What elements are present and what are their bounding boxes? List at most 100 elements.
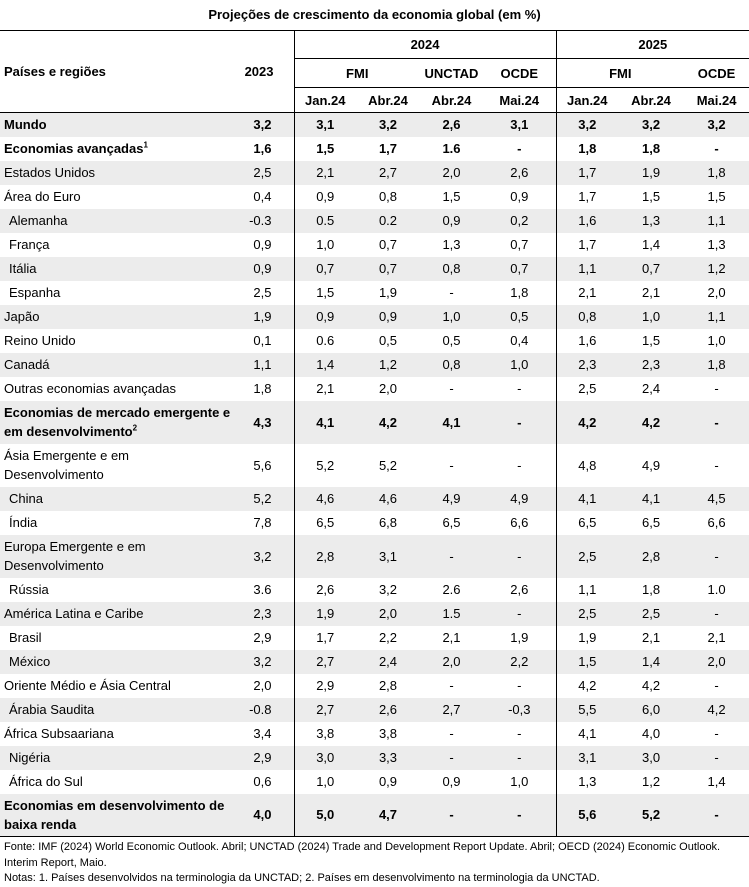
value-cell: 1,6 — [555, 328, 619, 353]
value-cell: 2,6 — [420, 112, 483, 137]
table-row: Reino Unido 0,1 0.6 0,5 0,5 0,4 1,6 1,5 1,0 — [0, 328, 749, 353]
value-cell: 0,9 — [253, 237, 272, 252]
value-cell: 4,0 — [642, 726, 661, 741]
footnote-marker: 1 — [143, 140, 148, 150]
value-cell: 1,7 — [378, 141, 398, 156]
table-row: Oriente Médio e Ásia Central 2,0 2,9 2,8 - - 4… — [0, 673, 749, 698]
value-cell: 1.6 — [442, 141, 461, 156]
value-cell: 0,4 — [510, 333, 529, 348]
value-cell: - — [449, 381, 454, 396]
value-cell: 3,1 — [293, 112, 356, 137]
region-name: Economias em desenvolvimento de baixa re… — [0, 793, 232, 837]
value-cell: 5,2 — [232, 486, 294, 511]
value-cell: 0,9 — [293, 304, 356, 329]
value-cell: 0.2 — [356, 208, 420, 233]
value-cell: 1,4 — [707, 774, 726, 789]
value-cell: 1,7 — [293, 625, 356, 650]
value-cell: 2,1 — [642, 285, 661, 300]
value-cell: - — [517, 141, 522, 156]
region-name: Canadá — [0, 352, 232, 377]
region-name: Mundo — [0, 112, 232, 137]
value-cell: 4,0 — [232, 793, 294, 837]
region-label: Canadá — [4, 357, 50, 372]
value-cell: 1,2 — [684, 256, 749, 281]
date-col-header: Mai.24 — [696, 92, 737, 108]
value-cell: 5,2 — [378, 457, 398, 473]
value-cell: 1,2 — [356, 352, 420, 377]
region-label: Economias avançadas — [4, 141, 144, 156]
table-row: América Latina e Caribe 2,3 1,9 2,0 1.5-2,5 2… — [0, 601, 749, 626]
value-cell: 4,1 — [555, 486, 619, 511]
value-cell: 3,8 — [378, 726, 398, 741]
value-cell: -0.8 — [232, 697, 294, 722]
region-label: Árabia Saudita — [9, 702, 95, 717]
value-cell: 1,1 — [232, 352, 294, 377]
table-row: Mundo 3,2 3,1 3,2 2,6 3,1 3,2 3,2 3,2 — [0, 112, 749, 137]
value-cell: 0,5 — [442, 333, 461, 348]
value-cell: 4,1 — [293, 400, 356, 444]
value-cell: 1,1 — [555, 256, 619, 281]
value-cell: 3,2 — [232, 112, 294, 137]
value-cell: 2,6 — [356, 697, 420, 722]
region-name: Índia — [0, 511, 232, 535]
value-cell: 1,9 — [618, 160, 685, 185]
value-cell: 6,6 — [510, 515, 529, 530]
value-cell: 1.5 — [420, 601, 483, 626]
value-cell: 4,2 — [356, 400, 420, 444]
value-cell: 2,5 — [232, 160, 294, 185]
region-name: França — [0, 233, 232, 257]
value-cell: 1,5 — [642, 333, 661, 348]
value-cell: 2,1 — [707, 630, 726, 645]
value-cell: 2,7 — [293, 697, 356, 722]
region-name: Alemanha — [0, 208, 232, 233]
value-cell: 1,8 — [684, 160, 749, 185]
value-cell: 1,2 — [642, 774, 661, 789]
value-cell: - — [483, 793, 557, 837]
value-cell: - — [714, 457, 719, 473]
value-cell: 0,9 — [232, 256, 294, 281]
value-cell: 1,0 — [293, 769, 356, 794]
value-cell: -0,3 — [483, 697, 557, 722]
value-cell: 2,0 — [684, 649, 749, 674]
region-name: Área do Euro — [0, 185, 232, 209]
value-cell: 2,1 — [293, 160, 356, 185]
value-cell: - — [714, 141, 719, 156]
value-cell: 3,2 — [618, 112, 685, 137]
value-cell: 3,3 — [356, 745, 420, 770]
value-cell: 3,2 — [378, 582, 398, 597]
value-cell: 4,9 — [420, 486, 483, 511]
value-cell: 2,0 — [707, 285, 726, 300]
region-name: Nigéria — [0, 745, 232, 770]
region-label: Rússia — [9, 582, 49, 597]
value-cell: 3,2 — [232, 649, 294, 674]
region-name: Japão — [0, 304, 232, 329]
region-name: América Latina e Caribe — [0, 601, 232, 626]
region-label: Espanha — [9, 285, 61, 300]
value-cell: 1,8 — [642, 582, 661, 597]
value-cell: 1,5 — [442, 189, 461, 204]
value-cell: 4,8 — [555, 443, 619, 487]
value-cell: 2,0 — [356, 601, 420, 626]
value-cell: 2.6 — [442, 582, 461, 597]
value-cell: 2,5 — [555, 376, 619, 401]
table-row: Canadá 1,1 1,4 1,2 0,8 1,0 2,3 2,3 1,8 — [0, 352, 749, 377]
value-cell: 3.6 — [253, 582, 272, 597]
value-cell: 4,2 — [684, 697, 749, 722]
table-body: Mundo 3,2 3,1 3,2 2,6 3,1 3,2 3,2 3,2 Economias a… — [0, 112, 749, 837]
value-cell: 0,9 — [378, 774, 398, 789]
value-cell: 6,8 — [378, 515, 398, 530]
value-cell: 3,1 — [483, 112, 557, 137]
region-name: Árabia Saudita — [0, 697, 232, 722]
value-cell: 5,2 — [618, 793, 685, 837]
region-label: Ásia Emergente e em Desenvolvimento — [4, 448, 130, 482]
value-cell: 0.5 — [293, 208, 356, 233]
value-cell: 0,7 — [618, 256, 685, 281]
value-cell: 2,8 — [618, 534, 685, 578]
value-cell: 2,4 — [356, 649, 420, 674]
region-name: África do Sul — [0, 770, 232, 794]
value-cell: 0,7 — [483, 256, 557, 281]
region-label: Mundo — [4, 117, 47, 133]
region-label: América Latina e Caribe — [4, 606, 144, 621]
region-label: Itália — [9, 261, 37, 276]
year-2024-header: 2024 — [293, 30, 557, 59]
